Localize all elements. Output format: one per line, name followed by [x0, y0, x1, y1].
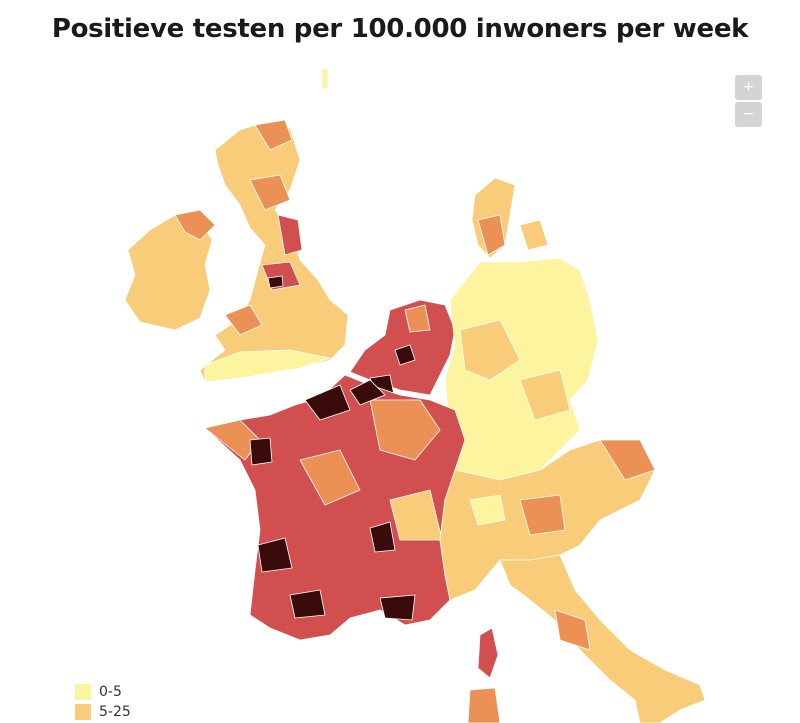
region	[477, 214, 506, 256]
region	[224, 304, 263, 336]
region	[369, 521, 396, 553]
region	[394, 344, 416, 366]
region	[599, 439, 656, 481]
region	[554, 609, 591, 651]
region	[277, 214, 303, 256]
region	[199, 121, 349, 383]
region	[304, 384, 351, 421]
region	[519, 219, 549, 251]
legend-label: 5-25	[99, 704, 131, 720]
region	[499, 554, 706, 723]
region	[257, 537, 293, 573]
legend-swatch	[75, 684, 91, 700]
legend: 0-5 5-25	[75, 682, 131, 722]
region	[477, 627, 499, 679]
region	[467, 687, 501, 723]
region	[204, 349, 331, 383]
region	[249, 437, 273, 466]
region	[369, 399, 441, 461]
legend-label: 0-5	[99, 684, 122, 700]
region	[299, 449, 361, 506]
zoom-in[interactable]: +	[735, 75, 762, 100]
legend-swatch	[75, 704, 91, 720]
region	[469, 494, 506, 526]
region	[267, 275, 284, 289]
legend-item: 5-25	[75, 702, 131, 722]
zoom-out[interactable]: −	[735, 102, 762, 127]
legend-item: 0-5	[75, 682, 131, 702]
region	[439, 257, 599, 481]
region	[519, 369, 571, 421]
title: Positieve testen per 100.000 inwoners pe…	[51, 14, 749, 44]
region	[174, 209, 216, 241]
region	[349, 379, 386, 406]
region	[379, 594, 416, 621]
region	[254, 119, 293, 151]
region	[289, 589, 326, 619]
region	[459, 319, 521, 381]
region	[404, 304, 431, 333]
region	[519, 494, 566, 536]
region	[249, 174, 291, 211]
region	[321, 67, 329, 91]
